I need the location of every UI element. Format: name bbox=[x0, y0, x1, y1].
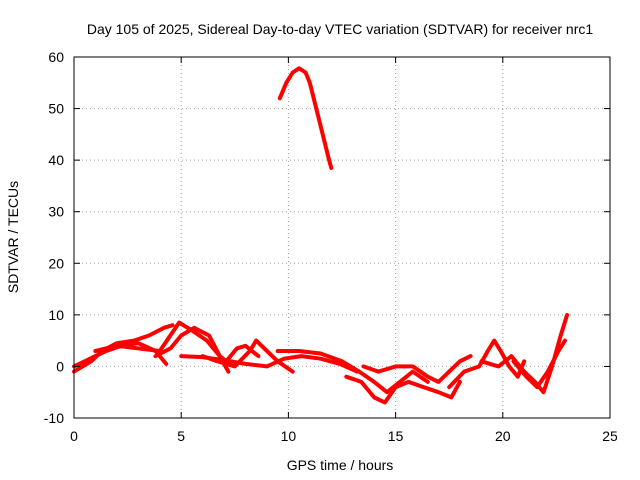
x-tick-label: 0 bbox=[70, 428, 78, 444]
y-tick-label: 0 bbox=[56, 358, 64, 374]
x-tick-label: 15 bbox=[388, 428, 404, 444]
series-arc-8 bbox=[344, 374, 462, 405]
y-tick-label: -10 bbox=[44, 410, 64, 426]
y-tick-label: 10 bbox=[48, 307, 64, 323]
series-arc-11 bbox=[479, 312, 570, 395]
x-tick-label: 20 bbox=[495, 428, 511, 444]
x-axis-label: GPS time / hours bbox=[287, 457, 394, 473]
series-arc-4 bbox=[153, 325, 261, 364]
x-tick-label: 5 bbox=[177, 428, 185, 444]
y-tick-label: 40 bbox=[48, 152, 64, 168]
x-tick-label: 10 bbox=[281, 428, 297, 444]
x-axis: 0 5 10 15 20 25 bbox=[70, 57, 618, 444]
series-arc-1 bbox=[72, 323, 175, 374]
series-layer bbox=[72, 66, 570, 405]
plot-frame bbox=[73, 56, 611, 419]
series-arc-9 bbox=[361, 354, 473, 384]
y-axis: -10 0 10 20 30 40 50 60 bbox=[44, 49, 610, 426]
series-arc-10 bbox=[447, 338, 527, 390]
series-arc-12 bbox=[511, 338, 567, 390]
series-arc-6 bbox=[200, 338, 295, 374]
y-tick-label: 20 bbox=[48, 255, 64, 271]
y-tick-label: 60 bbox=[48, 49, 64, 65]
series-arc-peak bbox=[277, 66, 334, 170]
y-tick-label: 50 bbox=[48, 101, 64, 117]
chart-title: Day 105 of 2025, Sidereal Day-to-day VTE… bbox=[87, 21, 593, 37]
series-arc-7 bbox=[275, 349, 430, 395]
y-tick-label: 30 bbox=[48, 204, 64, 220]
x-tick-label: 25 bbox=[602, 428, 618, 444]
y-axis-label: SDTVAR / TECUs bbox=[5, 181, 21, 293]
